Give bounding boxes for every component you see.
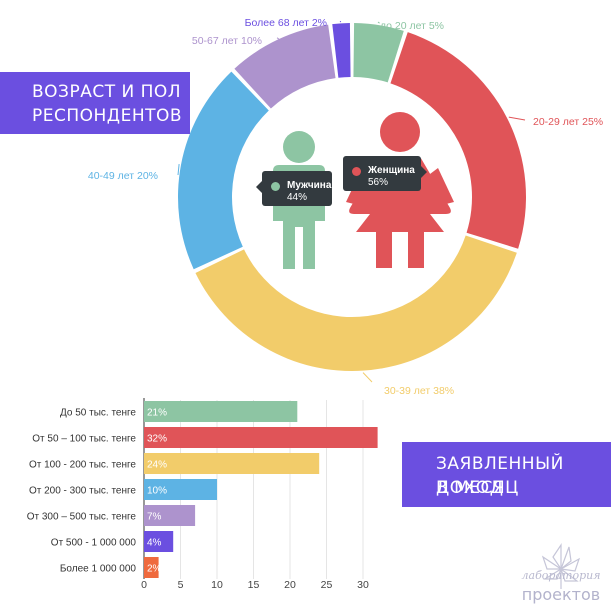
donut-slice xyxy=(178,71,269,270)
bar-data-label: 10% xyxy=(147,486,167,497)
bar xyxy=(144,427,378,448)
bar xyxy=(144,557,159,578)
donut-leader-line xyxy=(362,372,373,383)
donut-label: 40-49 лет 20% xyxy=(88,170,158,182)
category-label: От 100 - 200 тыс. тенге xyxy=(29,460,136,471)
donut-label: 50-67 лет 10% xyxy=(192,35,262,47)
donut-slice xyxy=(390,32,526,249)
female-value: 56% xyxy=(368,177,389,188)
bar-data-label: 24% xyxy=(147,460,167,471)
category-label: От 300 – 500 тыс. тенге xyxy=(27,512,137,523)
donut-labels: до 20 лет 5% 20-29 лет 25% 30-39 лет 38% 40… xyxy=(88,17,603,397)
title-line: ЗАЯВЛЕННЫЙ ДОХОД xyxy=(436,454,564,498)
bar-data-label: 21% xyxy=(147,408,167,419)
income-title: ЗАЯВЛЕННЫЙ ДОХОД В МЕСЯЦ xyxy=(402,442,611,507)
x-tick-label: 15 xyxy=(248,579,260,591)
bar-data-label: 32% xyxy=(147,434,167,445)
category-label: От 200 - 300 тыс. тенге xyxy=(29,486,136,497)
donut-leader-line xyxy=(177,163,180,176)
age-gender-title: ВОЗРАСТ И ПОЛ РЕСПОНДЕНТОВ xyxy=(0,72,190,134)
female-label: Женщина xyxy=(368,165,415,176)
male-value: 44% xyxy=(287,192,308,203)
x-tick-label: 10 xyxy=(211,579,223,591)
title-line: ВОЗРАСТ И ПОЛ xyxy=(32,82,182,102)
category-label: Более 1 000 000 xyxy=(60,564,137,575)
bar xyxy=(144,479,217,500)
bar-data-label: 4% xyxy=(147,538,162,549)
tooltip-arrow xyxy=(256,181,262,193)
male-label: Мужчина xyxy=(287,180,332,191)
male-tooltip: Мужчина 44% xyxy=(256,171,332,206)
category-label: От 50 – 100 тыс. тенге xyxy=(32,434,136,445)
donut-label: до 20 лет 5% xyxy=(380,20,444,32)
donut-slice xyxy=(234,24,336,109)
donut-leader-line xyxy=(377,21,380,24)
category-label: От 500 - 1 000 000 xyxy=(51,538,137,549)
category-label: До 50 тыс. тенге xyxy=(60,408,136,419)
x-tick-label: 30 xyxy=(357,579,369,591)
title-line: РЕСПОНДЕНТОВ xyxy=(32,106,183,126)
donut-label: Более 68 лет 2% xyxy=(245,17,327,29)
donut-leader-line xyxy=(339,20,342,23)
bar-data-label: 2% xyxy=(147,564,162,575)
donut-slices xyxy=(178,23,526,372)
bar xyxy=(144,401,298,422)
donut-slice xyxy=(195,235,517,372)
x-tick-label: 25 xyxy=(321,579,333,591)
bar xyxy=(144,505,196,526)
bar-bars xyxy=(144,401,378,578)
bar-data-label: 7% xyxy=(147,512,162,523)
x-tick-label: 5 xyxy=(178,579,184,591)
donut-slice xyxy=(353,23,404,83)
male-legend-dot xyxy=(271,182,280,191)
donut-label: 20-29 лет 25% xyxy=(533,116,603,128)
donut-leader-line xyxy=(508,116,526,121)
bar-text: 0 5 10 15 20 25 30 21% До 50 тыс. тенге 32% От 50 … xyxy=(27,408,369,592)
bar xyxy=(144,531,174,552)
x-tick-label: 0 xyxy=(141,579,147,591)
title-line: В МЕСЯЦ xyxy=(436,478,519,498)
logo-text-line2: проектов xyxy=(521,585,601,604)
tooltip-arrow xyxy=(421,166,427,178)
logo-flower-icon xyxy=(541,543,581,589)
female-tooltip: Женщина 56% xyxy=(343,156,427,191)
donut-leader-line xyxy=(276,37,281,41)
female-legend-dot xyxy=(352,167,361,176)
logo-text-line1: лаборатория xyxy=(521,569,601,582)
donut-label: 30-39 лет 38% xyxy=(384,385,454,397)
x-tick-label: 20 xyxy=(284,579,296,591)
donut-slice xyxy=(332,23,351,78)
bar xyxy=(144,453,320,474)
female-person-icon xyxy=(346,112,454,268)
